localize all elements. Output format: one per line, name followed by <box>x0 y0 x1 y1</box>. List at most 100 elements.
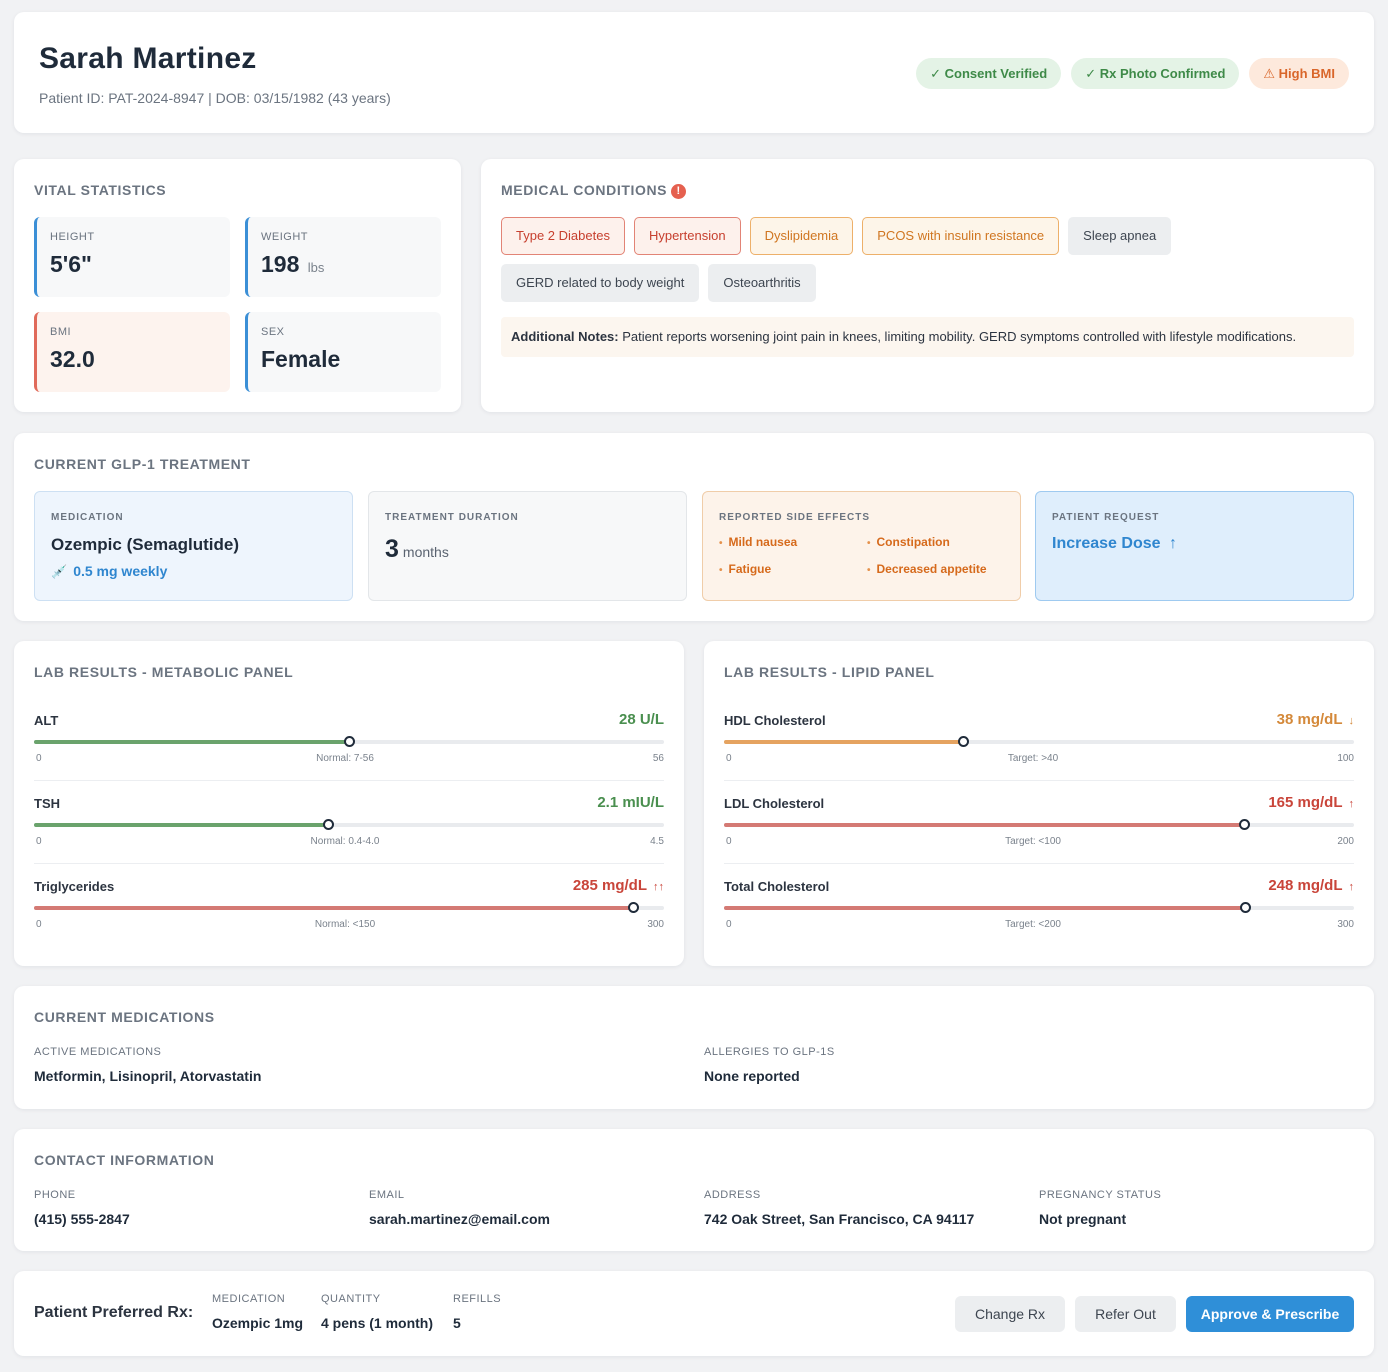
refills-field: REFILLS 5 <box>453 1293 501 1331</box>
metabolic-panel-title: LAB RESULTS - METABOLIC PANEL <box>34 664 294 680</box>
lab-row: HDL Cholesterol 38 mg/dL ↓ 0 Target: >40 100 <box>724 711 1354 794</box>
lab-name: TSH <box>34 796 60 811</box>
pregnancy-value: Not pregnant <box>1039 1211 1127 1227</box>
notes-text: Patient reports worsening joint pain in … <box>622 329 1297 344</box>
quantity-label: QUANTITY <box>321 1293 381 1305</box>
lab-range-fill <box>724 906 1245 910</box>
reference-range: Normal: 7-56 <box>316 753 374 764</box>
side-effect-item: Fatigue <box>719 562 867 576</box>
email-label: EMAIL <box>369 1189 405 1201</box>
refills-value: 5 <box>453 1315 461 1331</box>
row-divider <box>724 780 1354 781</box>
side-effect-item: Mild nausea <box>719 535 867 549</box>
height-label: HEIGHT <box>50 231 95 243</box>
alert-icon: ! <box>671 184 687 199</box>
side-effects-box: REPORTED SIDE EFFECTS Mild nausea Consti… <box>702 491 1021 601</box>
lab-value-text: 165 mg/dL <box>1268 794 1343 811</box>
approve-prescribe-button[interactable]: Approve & Prescribe <box>1186 1296 1354 1332</box>
reference-range: Target: <200 <box>1005 919 1061 930</box>
lab-value-marker <box>627 902 639 913</box>
arrow-up-icon: ↑ <box>1168 535 1177 552</box>
lab-value-text: 285 mg/dL <box>572 877 647 894</box>
phone-label: PHONE <box>34 1189 76 1201</box>
condition-tag: Hypertension <box>633 217 741 255</box>
lab-value-marker <box>323 819 334 830</box>
lab-value-marker <box>1238 819 1250 830</box>
lab-name: Triglycerides <box>34 879 115 894</box>
lab-range-fill <box>34 823 328 827</box>
lab-name: LDL Cholesterol <box>724 796 825 811</box>
phone-value: (415) 555-2847 <box>34 1211 130 1227</box>
preferred-rx-title: Patient Preferred Rx: <box>34 1304 194 1321</box>
preferred-medication-label: MEDICATION <box>212 1293 286 1305</box>
lab-row: ALT 28 U/L 0 Normal: 7-56 56 <box>34 711 664 794</box>
lab-name: HDL Cholesterol <box>724 713 826 728</box>
phone-field: PHONE (415) 555-2847 <box>34 1189 130 1227</box>
range-min: 0 <box>36 753 42 764</box>
duration-unit: months <box>402 544 449 560</box>
side-effect-item: Decreased appetite <box>867 562 1007 576</box>
bmi-value: 32.0 <box>50 346 95 372</box>
allergies-field: ALLERGIES TO GLP-1S None reported <box>704 1046 835 1084</box>
patient-request-label: PATIENT REQUEST <box>1052 512 1160 523</box>
condition-tags: Type 2 Diabetes Hypertension Dyslipidemi… <box>501 217 1361 302</box>
lab-row: Total Cholesterol 248 mg/dL ↑ 0 Target: <200… <box>724 877 1354 960</box>
change-rx-button[interactable]: Change Rx <box>955 1296 1065 1332</box>
trend-arrow-icon: ↑ <box>1348 798 1355 810</box>
condition-tag: Osteoarthritis <box>708 264 816 302</box>
syringe-icon: 💉 <box>51 564 68 579</box>
bmi-box: BMI 32.0 <box>34 312 230 392</box>
lab-range-bar <box>724 902 1354 913</box>
consent-verified-badge: ✓ Consent Verified <box>916 58 1062 89</box>
medication-name: Ozempic (Semaglutide) <box>51 535 239 554</box>
vital-statistics-title: VITAL STATISTICS <box>34 182 167 198</box>
patient-request-box: PATIENT REQUEST Increase Dose ↑ <box>1035 491 1354 601</box>
range-min: 0 <box>36 836 42 847</box>
sex-label: SEX <box>261 326 285 338</box>
preferred-medication-value: Ozempic 1mg <box>212 1315 304 1331</box>
active-medications-label: ACTIVE MEDICATIONS <box>34 1046 162 1058</box>
range-max: 300 <box>647 919 664 930</box>
condition-tag: Dyslipidemia <box>749 217 854 255</box>
lab-value-text: 28 U/L <box>618 711 664 728</box>
side-effects-label: REPORTED SIDE EFFECTS <box>719 512 871 523</box>
sex-box: SEX Female <box>245 312 441 392</box>
refer-out-button[interactable]: Refer Out <box>1075 1296 1176 1332</box>
pregnancy-label: PREGNANCY STATUS <box>1039 1189 1162 1201</box>
lab-name: ALT <box>34 713 59 728</box>
height-value: 5'6" <box>50 251 92 277</box>
current-medications-title: CURRENT MEDICATIONS <box>34 1009 215 1025</box>
condition-tag: GERD related to body weight <box>501 264 700 302</box>
email-value: sarah.martinez@email.com <box>369 1211 550 1227</box>
lab-range-fill <box>34 740 349 744</box>
lab-row: TSH 2.1 mIU/L 0 Normal: 0.4-4.0 4.5 <box>34 794 664 877</box>
duration-box: TREATMENT DURATION 3 months <box>368 491 687 601</box>
patient-header: Sarah Martinez Patient ID: PAT-2024-8947… <box>14 12 1374 133</box>
reference-range: Target: <100 <box>1005 836 1061 847</box>
medication-label: MEDICATION <box>51 512 124 523</box>
email-field: EMAIL sarah.martinez@email.com <box>369 1189 550 1227</box>
medication-box: MEDICATION Ozempic (Semaglutide) 💉 0.5 mg… <box>34 491 353 601</box>
patient-name: Sarah Martinez <box>39 42 257 75</box>
range-max: 100 <box>1337 753 1354 764</box>
active-medications-field: ACTIVE MEDICATIONS Metformin, Lisinopril… <box>34 1046 261 1084</box>
condition-tag: PCOS with insulin resistance <box>862 217 1060 255</box>
condition-tag: Type 2 Diabetes <box>501 217 625 255</box>
lab-range-bar <box>34 902 664 913</box>
preferred-rx-footer: Patient Preferred Rx: MEDICATION Ozempic… <box>14 1271 1374 1356</box>
pregnancy-field: PREGNANCY STATUS Not pregnant <box>1039 1189 1161 1227</box>
reference-range: Target: >40 <box>1007 753 1059 764</box>
lab-value: 28 U/L <box>619 711 664 728</box>
contact-information-title: CONTACT INFORMATION <box>34 1152 215 1168</box>
medical-conditions-card: MEDICAL CONDITIONS! Type 2 Diabetes Hype… <box>481 159 1374 412</box>
lab-value-text: 2.1 mIU/L <box>597 794 664 811</box>
lab-name: Total Cholesterol <box>724 879 830 894</box>
duration-value: 3 <box>385 535 399 563</box>
lab-range-fill <box>724 823 1244 827</box>
sex-value: Female <box>261 346 341 372</box>
reference-range: Normal: 0.4-4.0 <box>310 836 380 847</box>
lab-value: 165 mg/dL ↑ <box>1268 794 1354 811</box>
weight-unit: lbs <box>307 260 325 275</box>
lab-range-bar <box>724 819 1354 830</box>
range-min: 0 <box>36 919 42 930</box>
